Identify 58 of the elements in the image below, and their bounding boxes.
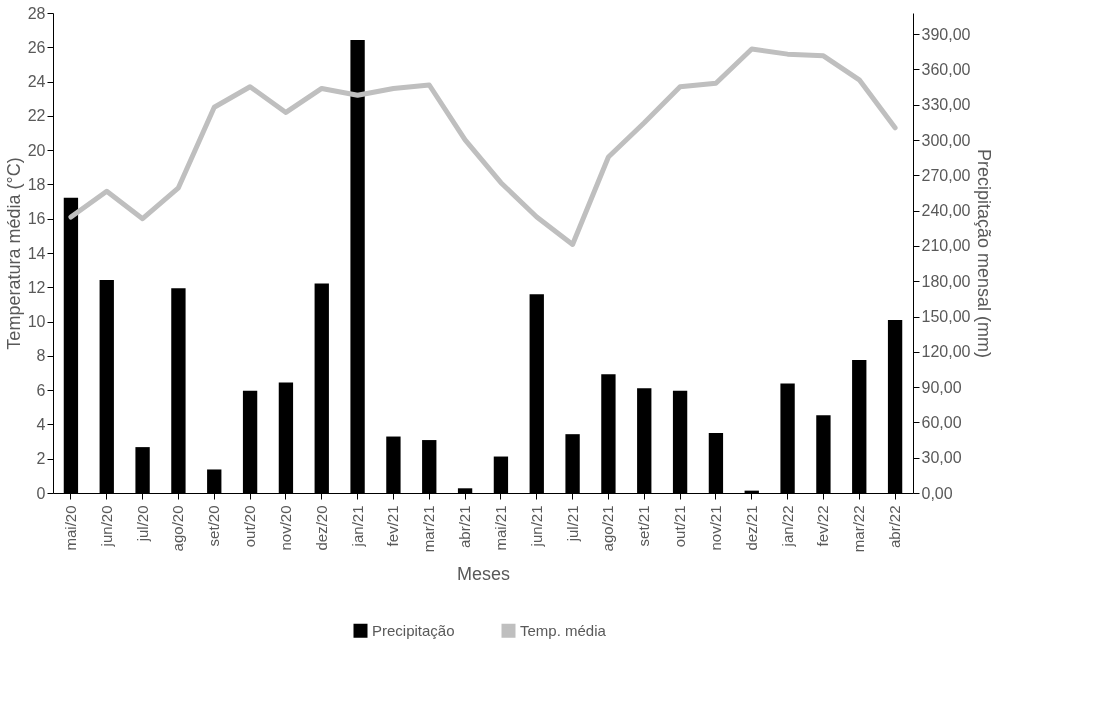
y-tick-label: 14 — [27, 244, 46, 262]
x-tick-label: fev/22 — [814, 505, 832, 547]
y2-tick-label: 270,00 — [921, 166, 971, 184]
x-tick-label: dez/21 — [742, 505, 760, 551]
x-tick-label: fev/21 — [384, 505, 402, 547]
y-tick-label: 10 — [27, 313, 46, 331]
y-tick-label: 26 — [27, 38, 46, 56]
x-tick-label: jun/21 — [527, 505, 545, 548]
x-tick-label: abr/22 — [886, 505, 904, 549]
y-tick-label: 0 — [36, 484, 46, 502]
y-tick-label: 28 — [27, 4, 46, 22]
x-tick-label: jul/20 — [133, 505, 151, 543]
x-tick-label: mar/22 — [850, 505, 868, 553]
y-tick-label: 18 — [27, 175, 46, 193]
y-tick-label: 24 — [27, 73, 46, 91]
x-tick-label: mar/21 — [420, 505, 438, 553]
x-tick-label: dez/20 — [312, 505, 330, 551]
y-tick-label: 8 — [36, 347, 46, 365]
x-tick-label: nov/21 — [706, 505, 724, 551]
y2-tick-label: 300,00 — [921, 131, 971, 149]
x-tick-label: out/20 — [241, 505, 259, 548]
x-tick-label: set/21 — [635, 505, 653, 547]
y2-tick-label: 30,00 — [921, 449, 962, 467]
y2-tick-label: 90,00 — [921, 378, 962, 396]
y2-tick-label: 60,00 — [921, 413, 962, 431]
x-tick-label: jul/21 — [563, 505, 581, 543]
x-axis-title: Meses — [456, 564, 511, 585]
y-tick-label: 4 — [36, 415, 46, 433]
x-tick-label: ago/21 — [599, 505, 617, 552]
y2-tick-label: 360,00 — [921, 60, 971, 78]
x-tick-label: jun/20 — [97, 505, 115, 548]
y2-tick-label: 150,00 — [921, 308, 971, 326]
x-tick-label: jan/21 — [348, 505, 366, 548]
y2-tick-label: 240,00 — [921, 202, 971, 220]
y-tick-label: 6 — [36, 381, 46, 399]
legend-label: Temp. média — [520, 621, 607, 639]
x-tick-label: mai/20 — [61, 505, 79, 551]
y-tick-label: 22 — [27, 107, 46, 125]
y-tick-label: 16 — [27, 210, 46, 228]
y2-tick-label: 120,00 — [921, 343, 971, 361]
y2-axis-title: Precipitação mensal (mm) — [974, 148, 995, 359]
y2-tick-label: 0,00 — [921, 484, 953, 502]
y-tick-label: 12 — [27, 278, 46, 296]
y2-tick-label: 390,00 — [921, 25, 971, 43]
x-tick-label: abr/21 — [456, 505, 474, 549]
x-tick-label: nov/20 — [276, 505, 294, 551]
y-tick-label: 2 — [36, 450, 46, 468]
x-tick-label: mai/21 — [491, 505, 509, 551]
x-tick-label: jan/22 — [778, 505, 796, 548]
y2-tick-label: 330,00 — [921, 96, 971, 114]
x-tick-label: out/21 — [671, 505, 689, 548]
x-tick-label: set/20 — [205, 505, 223, 547]
y-tick-label: 20 — [27, 141, 46, 159]
y2-tick-label: 210,00 — [921, 237, 971, 255]
y-axis-title: Temperatura média (°C) — [3, 157, 24, 350]
legend-label: Precipitação — [372, 621, 455, 639]
y2-tick-label: 180,00 — [921, 272, 971, 290]
x-tick-label: ago/20 — [169, 505, 187, 552]
